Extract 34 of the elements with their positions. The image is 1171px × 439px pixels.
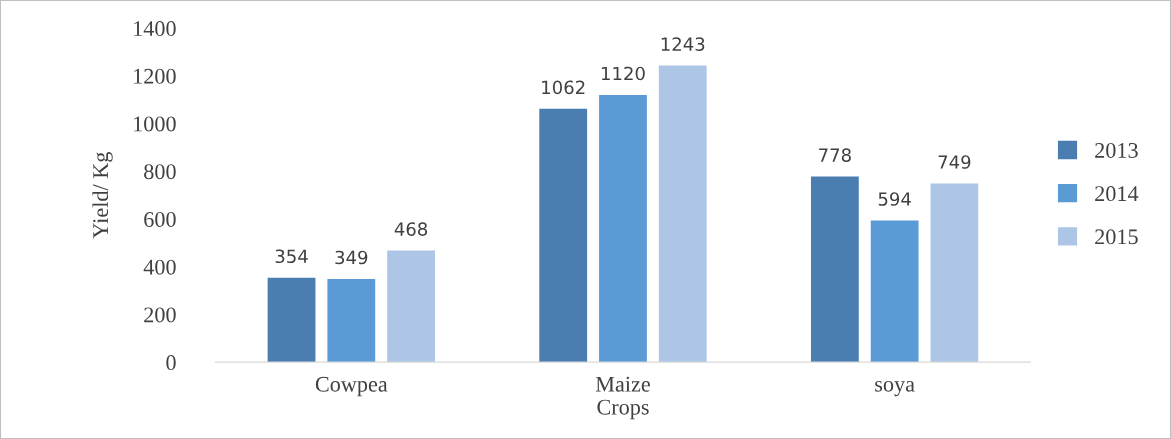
legend-label: 2013 (1095, 142, 1138, 158)
y-tick-label: 200 (144, 307, 176, 323)
bar (387, 250, 435, 363)
y-tick-label: 400 (143, 259, 176, 275)
y-tick-label: 800 (144, 164, 176, 180)
y-tick-label: 0 (166, 355, 176, 371)
bar (539, 108, 588, 363)
data-label: 778 (819, 148, 851, 162)
bar (930, 183, 979, 363)
x-axis-title: Crops (597, 399, 649, 420)
data-label: 1120 (601, 66, 645, 81)
legend-label: 2014 (1095, 186, 1139, 202)
data-label: 1243 (661, 37, 705, 51)
data-label: 354 (275, 249, 308, 264)
bar (267, 277, 316, 363)
data-label: 468 (394, 222, 428, 236)
data-label: 349 (335, 250, 368, 265)
y-tick-label: 600 (144, 211, 176, 227)
y-tick-label: 1000 (134, 116, 176, 132)
y-tick-label: 1400 (134, 21, 176, 37)
data-label: 594 (878, 192, 911, 206)
data-label: 749 (938, 155, 971, 169)
data-label: 1062 (542, 80, 585, 95)
x-tick-label: Maize (595, 376, 650, 392)
bar (599, 94, 647, 363)
bar (327, 278, 376, 363)
bar (810, 176, 859, 363)
y-axis-title: Yield/ Kg (92, 152, 113, 239)
bar (658, 65, 707, 363)
y-tick-label: 1200 (134, 68, 176, 84)
x-tick-label: Cowpea (315, 376, 388, 397)
bar (870, 220, 919, 363)
x-tick-label: soya (875, 380, 915, 397)
legend-label: 2015 (1095, 229, 1138, 245)
